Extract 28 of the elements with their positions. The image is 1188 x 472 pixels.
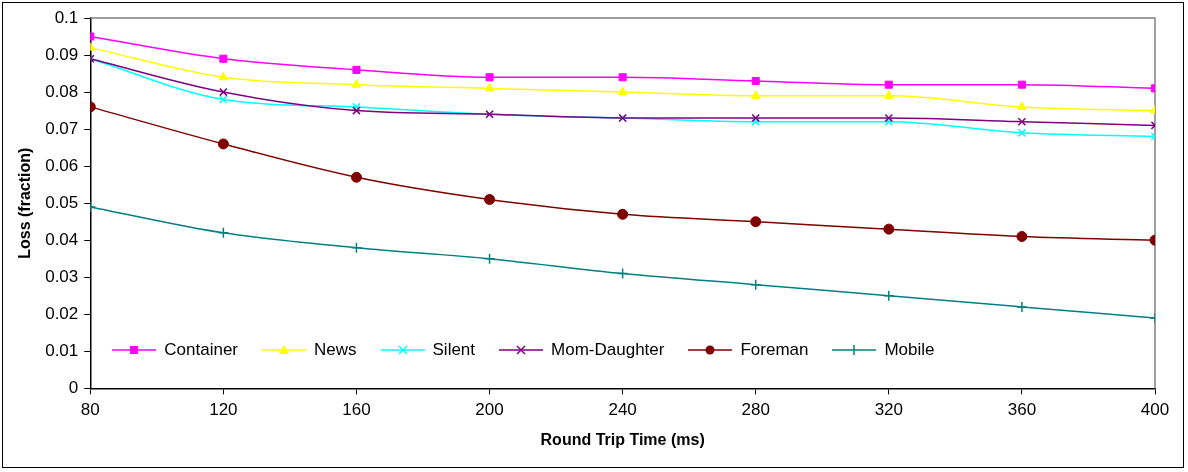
x-tick-label: 360 [1007,400,1037,420]
legend-label: Container [164,340,238,361]
x-tick-label: 240 [608,400,637,420]
y-tick-label: 0.01 [45,341,79,361]
legend-label: Foreman [740,340,809,361]
x-tick-label: 320 [874,400,904,420]
y-tick-label: 0.04 [45,229,79,249]
y-tick-label: 0.06 [45,155,79,175]
x-axis-title: Round Trip Time (ms) [540,430,705,448]
y-tick-label: 0.09 [45,44,79,64]
y-tick-label: 0 [68,378,79,398]
x-tick-label: 80 [80,400,100,420]
y-tick-label: 0.08 [45,81,79,101]
legend-label: Mobile [884,340,935,361]
x-tick-label: 120 [209,400,238,420]
legend-label: Silent [432,340,476,361]
y-tick-label: 0.07 [45,118,79,138]
y-tick-label: 0.02 [45,304,79,324]
y-tick-label: 0.05 [45,192,79,212]
x-tick-label: 160 [342,400,371,420]
x-tick-label: 400 [1140,400,1170,420]
y-tick-label: 0.1 [54,7,79,27]
x-tick-label: 200 [475,400,504,420]
y-axis-title: Loss (fraction) [16,147,34,259]
legend-label: Mom-Daughter [551,340,665,361]
y-tick-label: 0.03 [45,266,79,286]
x-tick-label: 280 [741,400,770,420]
legend-label: News [314,340,357,361]
